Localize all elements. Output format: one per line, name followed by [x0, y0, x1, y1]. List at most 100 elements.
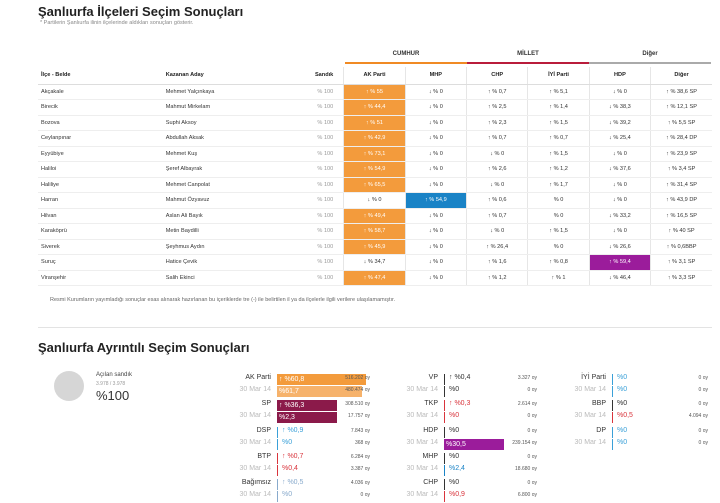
district-name: Suruç [38, 254, 163, 271]
result-diger: ↑ % 3,1 SP [650, 254, 712, 271]
table-row[interactable]: Haliloi Şeref Albayrak% 100 ↑ % 54,9 ↓ % 0 ↑… [38, 161, 712, 178]
party-result-previous: 30 Mar 14 %0 0 oy [574, 386, 708, 397]
result-diger: ↑ % 38,6 SP [650, 84, 712, 100]
result-mhp: ↓ % 0 [404, 208, 467, 224]
table-row[interactable]: Harran Mahmut Özyavuz% 100 ↓ % 0 ↑ % 54,9 ↑ … [38, 192, 712, 209]
vote-percent: %0 [444, 427, 459, 438]
col-header-ilce[interactable]: İlçe - Belde [38, 67, 163, 85]
result-iyi: ↑ % 1,5 [527, 115, 590, 131]
col-header-aday[interactable]: Kazanan Aday [162, 67, 304, 85]
vote-count: 0 oy [527, 413, 537, 419]
party-name: CHP [423, 479, 438, 486]
vote-percent: ↑ %0,5 [277, 479, 303, 490]
result-akparti: ↑ % 55 [343, 84, 406, 100]
vote-count: 239.154 oy [512, 440, 537, 446]
result-chp: ↑ % 1,6 [466, 254, 528, 271]
result-diger: ↑ % 3,4 SP [650, 161, 712, 178]
result-iyi: % 0 [527, 192, 590, 209]
table-row[interactable]: Suruç Hatice Çevik% 100 ↓ % 34,7 ↓ % 0 ↑ % 1… [38, 254, 712, 271]
vote-percent: %61,7 [279, 388, 299, 395]
vote-share-bar: %30,5 [444, 439, 504, 450]
col-header-mhp[interactable]: MHP [404, 67, 467, 85]
table-row[interactable]: Birecik Mahmut Mirkelam% 100 ↑ % 44,4 ↓ % 0… [38, 99, 712, 116]
table-row[interactable]: Siverek Şeyhmus Aydın% 100 ↑ % 45,9 ↓ % 0 ↑ … [38, 239, 712, 255]
result-hdp: ↓ % 39,2 [588, 115, 651, 131]
election-date: 30 Mar 14 [406, 465, 438, 472]
winning-candidate: Suphi Aksoy [162, 115, 304, 131]
vote-count: 308.510 oy [345, 401, 370, 407]
party-result-current: CHP %0 0 oy [423, 479, 537, 490]
party-result-previous: 30 Mar 14 %61,7 480.474 oy [239, 386, 370, 397]
vote-percent: %2,4 [444, 465, 465, 476]
vote-percent: %0 [444, 386, 459, 397]
result-mhp: ↓ % 0 [404, 146, 467, 162]
group-header-row: CUMHUR MİLLET Diğer [345, 44, 711, 64]
winning-candidate: Mahmut Özyavuz [162, 192, 304, 209]
table-row[interactable]: Eyyübiye Mehmet Kuş% 100 ↑ % 73,1 ↓ % 0 ↓ % … [38, 146, 712, 162]
ballot-percent: % 100 [303, 270, 344, 286]
vote-count: 4.036 oy [350, 480, 370, 486]
result-akparti: ↑ % 47,4 [343, 270, 406, 286]
divider [38, 327, 712, 328]
vote-percent: %0 [612, 374, 627, 385]
table-row[interactable]: Akçakale Mehmet Yalçınkaya% 100 ↑ % 55 ↓ % … [38, 84, 712, 100]
result-mhp: ↓ % 0 [404, 84, 467, 100]
district-name: Birecik [38, 99, 163, 116]
result-mhp: ↓ % 0 [404, 254, 467, 271]
result-diger: ↑ % 12,1 SP [650, 99, 712, 116]
result-hdp: ↓ % 0 [588, 223, 651, 240]
table-header-row: İlçe - Belde Kazanan Aday Sandık AK Part… [38, 67, 712, 85]
vote-percent: ↑ %0,9 [277, 427, 303, 438]
result-akparti: ↑ % 49,4 [343, 208, 406, 224]
ballot-percent: % 100 [303, 161, 344, 178]
election-date: 30 Mar 14 [406, 386, 438, 393]
table-row[interactable]: Viranşehir Salih Ekinci% 100 ↑ % 47,4 ↓ % 0… [38, 270, 712, 286]
election-date: 30 Mar 14 [239, 491, 271, 498]
party-name: İYİ Parti [581, 374, 606, 381]
party-name: AK Parti [245, 374, 271, 381]
vote-percent: ↑ %0,3 [444, 400, 470, 411]
party-name: HDP [423, 427, 438, 434]
vote-count: 7.843 oy [350, 428, 370, 434]
col-header-sandik[interactable]: Sandık [303, 67, 344, 85]
vote-count: 0 oy [698, 428, 708, 434]
winning-candidate: Mahmut Mirkelam [162, 99, 304, 116]
party-result-current: BBP %0 0 oy [592, 400, 708, 411]
district-name: Haliloi [38, 161, 163, 178]
result-diger: ↑ % 31,4 SP [650, 177, 712, 193]
party-result-previous: 30 Mar 14 %2,4 18.680 oy [406, 465, 537, 476]
col-header-diger[interactable]: Diğer [650, 67, 712, 85]
result-chp: ↑ % 2,6 [466, 161, 528, 178]
winning-candidate: Şeyhmus Aydın [162, 239, 304, 255]
result-hdp: ↓ % 33,2 [588, 208, 651, 224]
result-iyi: ↑ % 1,5 [527, 146, 590, 162]
vote-percent: %0 [612, 400, 627, 411]
col-header-akparti[interactable]: AK Parti [343, 67, 406, 85]
vote-percent: %0 [444, 412, 459, 423]
result-akparti: ↑ % 44,4 [343, 99, 406, 116]
ballot-percent: % 100 [303, 146, 344, 162]
col-header-chp[interactable]: CHP [466, 67, 528, 85]
ballot-percent: % 100 [303, 208, 344, 224]
table-row[interactable]: Ceylanpınar Abdullah Aksak% 100 ↑ % 42,9 ↓ … [38, 130, 712, 147]
table-row[interactable]: Haliliye Mehmet Canpolat% 100 ↑ % 65,5 ↓ % … [38, 177, 712, 193]
vote-count: 0 oy [698, 440, 708, 446]
vote-percent: %0 [612, 439, 627, 450]
result-hdp: ↓ % 0 [588, 177, 651, 193]
result-akparti: ↓ % 0 [343, 192, 406, 209]
result-hdp: ↓ % 26,6 [588, 239, 651, 255]
ballot-pie-chart [54, 371, 84, 401]
table-row[interactable]: Bozova Suphi Aksoy% 100 ↑ % 51 ↓ % 0 ↑ % 2,3… [38, 115, 712, 131]
col-header-hdp[interactable]: HDP [588, 67, 651, 85]
ballot-percent: % 100 [303, 177, 344, 193]
party-result-current: VP ↑ %0,4 3.327 oy [429, 374, 537, 385]
vote-count: 0 oy [698, 401, 708, 407]
col-header-iyi[interactable]: İYİ Parti [527, 67, 590, 85]
table-row[interactable]: Karaköprü Metin Baydilli% 100 ↑ % 58,7 ↓ % … [38, 223, 712, 240]
vote-count: 0 oy [527, 480, 537, 486]
opened-ballot-count: 3.978 / 3.978 [96, 381, 126, 387]
vote-count: 0 oy [527, 428, 537, 434]
table-row[interactable]: Hilvan Aslan Ali Bayık% 100 ↑ % 49,4 ↓ % 0 ↑… [38, 208, 712, 224]
party-result-current: TKP ↑ %0,3 2.614 oy [424, 400, 537, 411]
party-result-previous: 30 Mar 14 %0,9 6.800 oy [406, 491, 537, 502]
